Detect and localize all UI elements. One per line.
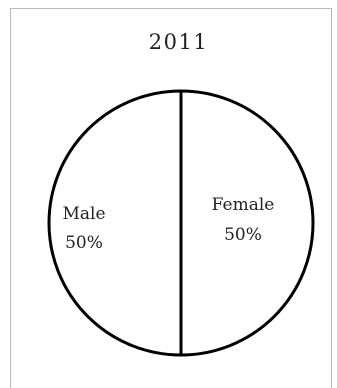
pie-labels: Male 50% Female 50% [62,195,274,253]
slice-label-male: Male [62,204,105,224]
pie-slice-male [47,89,183,357]
pie-chart: Male 50% Female 50% [47,89,315,357]
pie-slice-female [179,89,315,357]
slice-value-male: 50% [65,233,103,253]
chart-frame [10,8,332,388]
pie-slices [47,89,315,357]
chart-title: 2011 [148,30,209,54]
slice-label-female: Female [212,195,275,215]
slice-value-female: 50% [224,225,262,245]
